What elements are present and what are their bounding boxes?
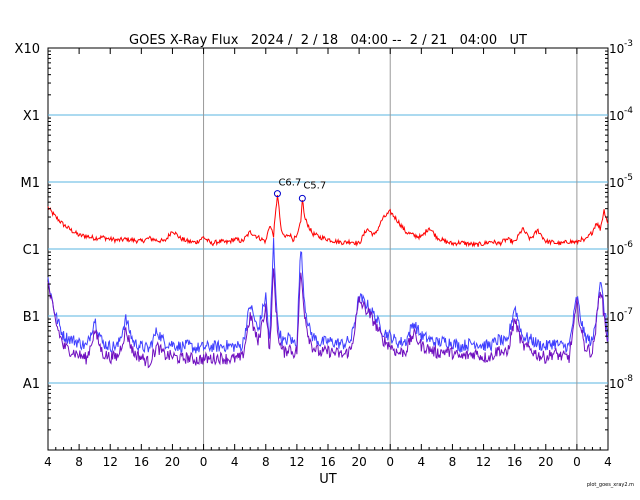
x-tick-label: 16 <box>134 455 149 469</box>
x-tick-label: 16 <box>320 455 335 469</box>
right-axis-label-exponent: -8 <box>624 374 633 384</box>
left-axis-label: C1 <box>23 243 40 258</box>
x-tick-label: 4 <box>44 455 52 469</box>
right-axis-label-base: 10 <box>609 42 624 56</box>
x-tick-label: 8 <box>449 455 457 469</box>
left-axis-label: X10 <box>15 42 40 57</box>
left-axis-label: A1 <box>23 377 40 392</box>
x-tick-label: 0 <box>386 455 394 469</box>
right-axis-label: 10 -3 <box>609 39 633 56</box>
x-tick-label: 16 <box>507 455 522 469</box>
x-tick-label: 0 <box>573 455 581 469</box>
right-axis-label: 10 -5 <box>609 173 633 190</box>
x-tick-label: 0 <box>200 455 208 469</box>
chart-title: GOES X-Ray Flux 2024 / 2 / 18 04:00 -- 2… <box>129 33 527 48</box>
right-axis-label-base: 10 <box>609 109 624 123</box>
right-axis-label: 10 -7 <box>609 307 633 324</box>
series-line <box>47 237 609 354</box>
right-axis-label-exponent: -5 <box>624 173 633 183</box>
right-axis-label: 10 -6 <box>609 240 633 257</box>
x-axis-label: UT <box>319 472 337 487</box>
flare-marker <box>298 194 306 202</box>
right-axis-label-exponent: -7 <box>624 307 633 317</box>
flare-marker <box>273 190 281 198</box>
right-axis-label: 10 -8 <box>609 374 633 391</box>
x-tick-label: 12 <box>289 455 304 469</box>
right-axis-label-base: 10 <box>609 243 624 257</box>
x-tick-label: 4 <box>418 455 426 469</box>
x-tick-label: 20 <box>538 455 553 469</box>
series-line <box>47 268 609 369</box>
x-tick-label: 4 <box>604 455 612 469</box>
right-axis-label-base: 10 <box>609 176 624 190</box>
right-axis-label-exponent: -4 <box>624 106 633 116</box>
flare-label: C6.7 <box>278 178 301 189</box>
right-axis-label-base: 10 <box>609 310 624 324</box>
x-tick-label: 8 <box>262 455 270 469</box>
right-axis-label-base: 10 <box>609 377 624 391</box>
x-tick-label: 12 <box>103 455 118 469</box>
x-tick-label: 8 <box>75 455 83 469</box>
left-axis-label: X1 <box>23 109 40 124</box>
series-layer <box>47 195 609 369</box>
series-line <box>47 195 609 248</box>
footer-note: plot_goes_xray2.m <box>587 482 634 488</box>
grid-layer <box>48 48 608 450</box>
left-axis-label: B1 <box>23 310 40 325</box>
x-tick-label: 12 <box>476 455 491 469</box>
annotation-layer: C6.7 C5.7 <box>273 178 326 202</box>
left-axis-label: M1 <box>21 176 41 191</box>
x-tick-label: 4 <box>231 455 239 469</box>
x-tick-label: 20 <box>351 455 366 469</box>
x-tick-label: 20 <box>165 455 180 469</box>
right-axis-label: 10 -4 <box>609 106 633 123</box>
right-axis-label-exponent: -6 <box>624 240 633 250</box>
right-axis-label-exponent: -3 <box>624 39 633 49</box>
axis-layer: 4 8 12 16 20 0 4 8 12 16 20 0 4 8 12 16 20 0 4 X10 X1 M1 C1 B1 A… <box>15 39 634 469</box>
flare-label: C5.7 <box>303 180 326 191</box>
